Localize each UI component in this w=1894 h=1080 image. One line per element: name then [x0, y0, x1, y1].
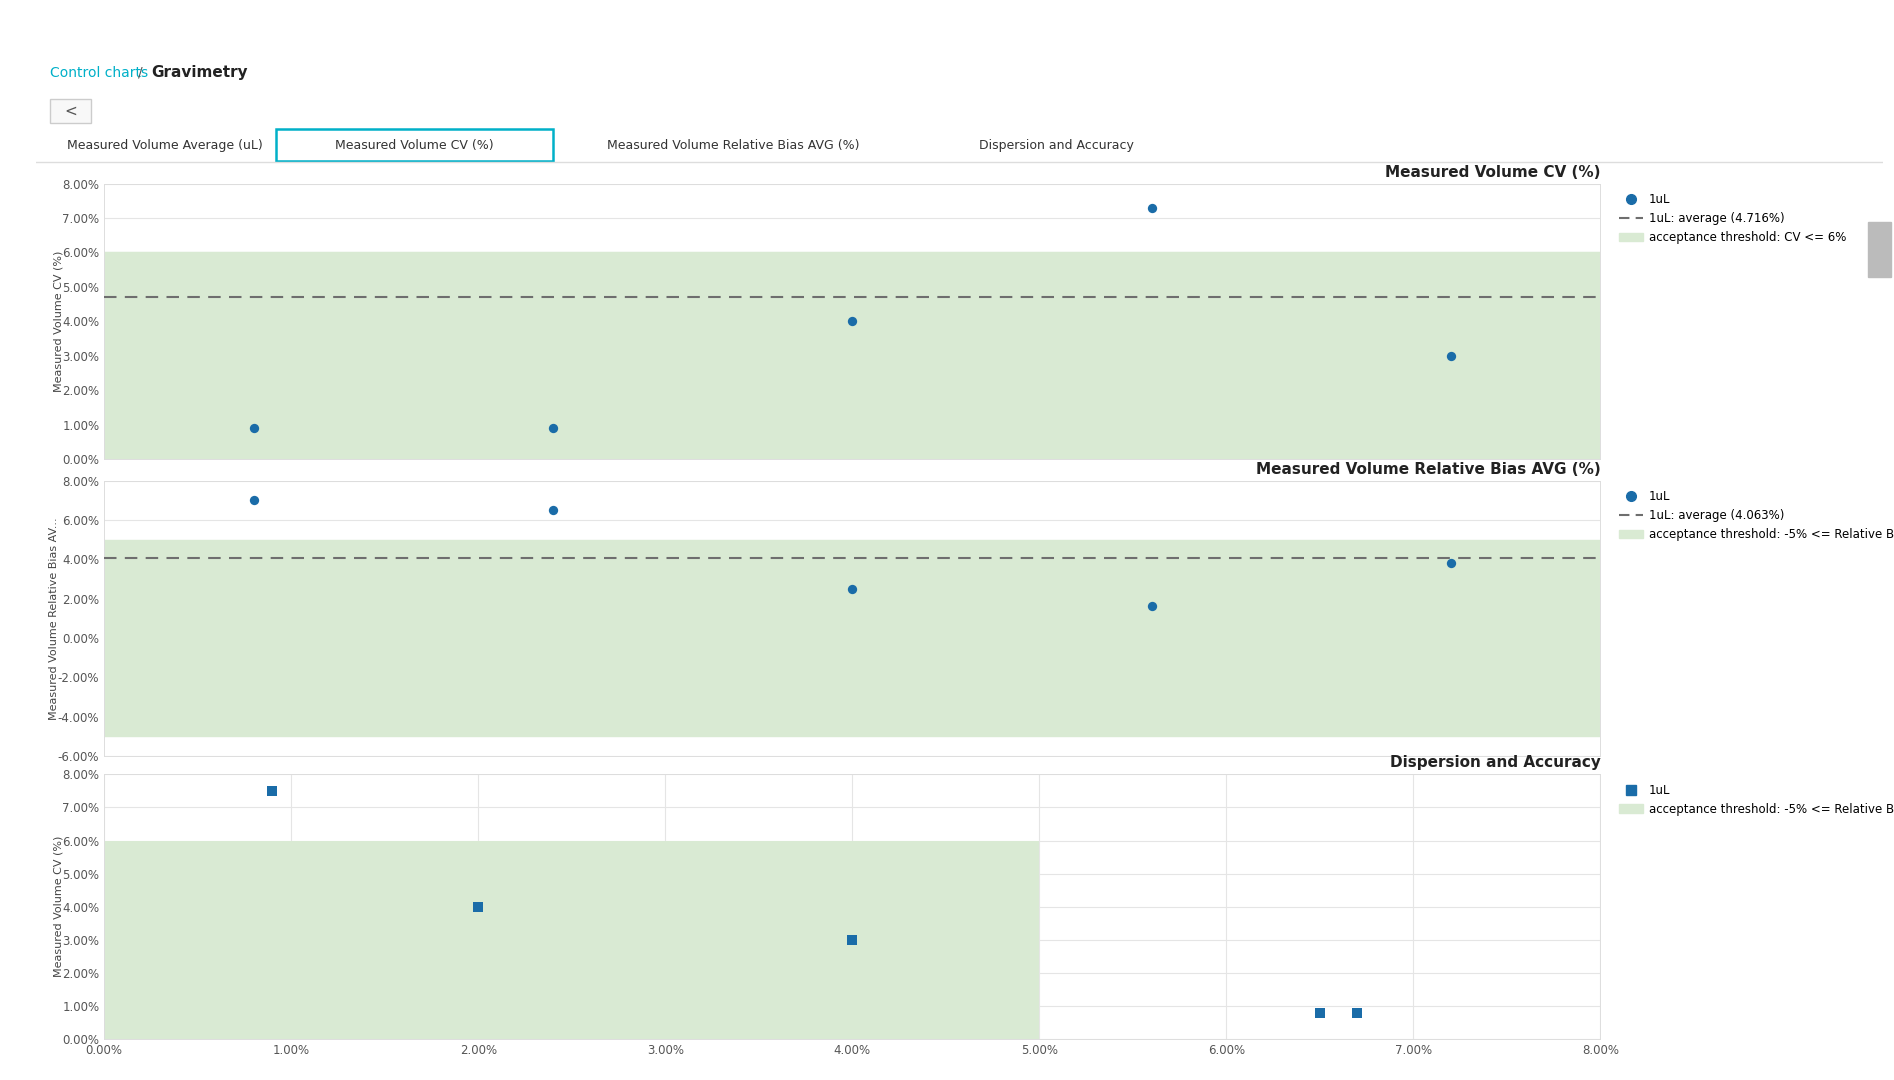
Point: [538, 419, 568, 436]
Text: <: <: [64, 104, 78, 119]
Point: [1305, 1004, 1335, 1022]
Bar: [104, 840, 1040, 1039]
Point: [837, 931, 867, 948]
Point: [1136, 598, 1167, 616]
Text: ⬤  IC (Team MG) ▾: ⬤ IC (Team MG) ▾: [1629, 18, 1744, 31]
Point: [258, 782, 288, 799]
Legend: 1uL, acceptance threshold: -5% <= Relative Bias <= 5% and CV <= 6%: 1uL, acceptance threshold: -5% <= Relati…: [1616, 780, 1894, 820]
Point: [837, 312, 867, 329]
Text: ►  Logout: ► Logout: [1799, 18, 1860, 31]
Bar: [104, 253, 1600, 459]
Text: Measured Volume CV (%): Measured Volume CV (%): [1385, 164, 1600, 179]
Text: Measured Volume CV (%): Measured Volume CV (%): [335, 138, 494, 151]
Text: ☰: ☰: [13, 84, 23, 97]
Text: ☰: ☰: [11, 16, 28, 33]
Point: [1436, 347, 1466, 364]
Text: Control charts: Control charts: [49, 66, 148, 80]
FancyBboxPatch shape: [277, 129, 553, 161]
Point: [837, 580, 867, 597]
FancyBboxPatch shape: [49, 99, 91, 123]
Text: Qualification ✓: Qualification ✓: [34, 16, 186, 33]
Text: ■: ■: [11, 332, 25, 345]
Y-axis label: Measured Volume CV (%): Measured Volume CV (%): [53, 836, 63, 977]
Text: Measured Volume Average (uL): Measured Volume Average (uL): [68, 138, 263, 151]
Point: [1136, 199, 1167, 216]
Point: [239, 419, 269, 436]
Point: [239, 491, 269, 509]
Text: Measured Volume Relative Bias AVG (%): Measured Volume Relative Bias AVG (%): [606, 138, 860, 151]
Point: [538, 501, 568, 518]
Y-axis label: Measured Volume Relative Bias AV...: Measured Volume Relative Bias AV...: [49, 517, 59, 719]
Y-axis label: Measured Volume CV (%): Measured Volume CV (%): [53, 251, 63, 392]
Text: ✔: ✔: [13, 208, 23, 221]
Text: Colorimetry  >: Colorimetry >: [1718, 67, 1826, 80]
Point: [1343, 1004, 1373, 1022]
Text: Dispersion and Accuracy: Dispersion and Accuracy: [979, 138, 1135, 151]
Legend: 1uL, 1uL: average (4.063%), acceptance threshold: -5% <= Relative Bias <= 5%: 1uL, 1uL: average (4.063%), acceptance t…: [1616, 486, 1894, 544]
Text: Measured Volume Relative Bias AVG (%): Measured Volume Relative Bias AVG (%): [1256, 461, 1600, 476]
Text: ▦: ▦: [11, 270, 25, 283]
Bar: [104, 540, 1600, 737]
Text: /: /: [138, 66, 142, 80]
Point: [1436, 555, 1466, 572]
Bar: [1867, 222, 1890, 276]
Legend: 1uL, 1uL: average (4.716%), acceptance threshold: CV <= 6%: 1uL, 1uL: average (4.716%), acceptance t…: [1616, 189, 1850, 247]
Point: [462, 899, 492, 916]
Text: Gravimetry: Gravimetry: [152, 66, 248, 80]
Text: ✶: ✶: [13, 393, 23, 406]
Text: Dispersion and Accuracy: Dispersion and Accuracy: [1390, 755, 1600, 770]
Text: ☰: ☰: [13, 146, 23, 159]
